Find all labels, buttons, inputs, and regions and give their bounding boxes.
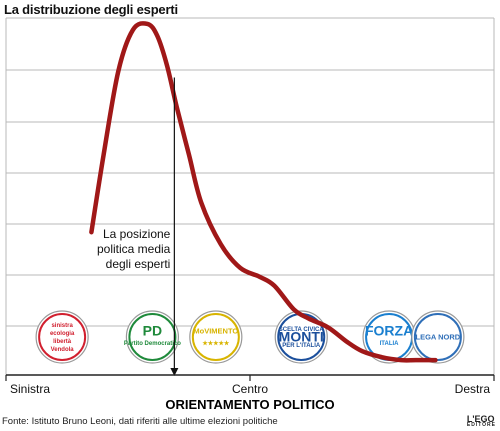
party-logo-circle bbox=[125, 310, 179, 364]
party-logo-text: Partito Democratico bbox=[124, 341, 181, 347]
party-logo-text: PD bbox=[143, 323, 162, 339]
party-logo-ring bbox=[128, 313, 177, 361]
x-tick-label: Destra bbox=[455, 382, 491, 396]
x-axis-label: ORIENTAMENTO POLITICO bbox=[165, 397, 334, 412]
publisher-logo: L'EGO EDITORE bbox=[466, 414, 496, 428]
party-logo: PD Partito Democratico bbox=[124, 310, 181, 364]
party-logo-text: ecologia bbox=[50, 331, 75, 337]
mean-label-line: La posizione bbox=[103, 227, 171, 241]
party-logo-text: SCELTA CIVICA bbox=[279, 327, 325, 333]
party-logo-circle bbox=[411, 310, 465, 364]
x-tick-label: Centro bbox=[232, 382, 268, 396]
party-logo-text: PER L'ITALIA bbox=[282, 343, 321, 349]
party-logo-circle bbox=[189, 310, 243, 364]
party-logo-text: ITALIA bbox=[380, 341, 400, 347]
mean-label-line: politica media bbox=[97, 242, 171, 256]
party-logo-text: Vendola bbox=[51, 347, 75, 353]
party-logo-ring bbox=[38, 313, 87, 361]
party-logo-text: MONTI bbox=[279, 329, 324, 345]
x-axis-ticks: Sinistra Centro Destra bbox=[5, 375, 495, 396]
x-tick-label: Sinistra bbox=[10, 382, 50, 396]
party-logo-circle bbox=[35, 310, 89, 364]
party-logo: LEGA NORD bbox=[411, 310, 465, 364]
party-logo: MoVIMENTO ★★★★★ bbox=[189, 310, 243, 364]
party-logo-text: libertà bbox=[53, 339, 72, 345]
source-note: Fonte: Istituto Bruno Leoni, dati riferi… bbox=[2, 416, 278, 427]
distribution-curve bbox=[89, 21, 438, 363]
chart-title: La distribuzione degli esperti bbox=[4, 2, 178, 17]
party-logo-ring bbox=[191, 313, 240, 361]
party-logo-text: FORZA bbox=[365, 323, 413, 339]
party-logo: sinistra ecologia libertà Vendola bbox=[35, 310, 89, 364]
mean-label-line: degli esperti bbox=[106, 257, 171, 271]
party-logo-text: LEGA NORD bbox=[416, 333, 461, 342]
party-logo-circle bbox=[274, 310, 328, 364]
party-logo-text: ★★★★★ bbox=[202, 340, 230, 347]
party-logos: sinistra ecologia libertà Vendola PD Partito … bbox=[35, 310, 465, 364]
party-logo-text: MoVIMENTO bbox=[193, 327, 238, 336]
party-logo-text: sinistra bbox=[51, 323, 73, 329]
party-logo-ring bbox=[413, 313, 462, 361]
mean-arrow-head bbox=[170, 368, 179, 376]
